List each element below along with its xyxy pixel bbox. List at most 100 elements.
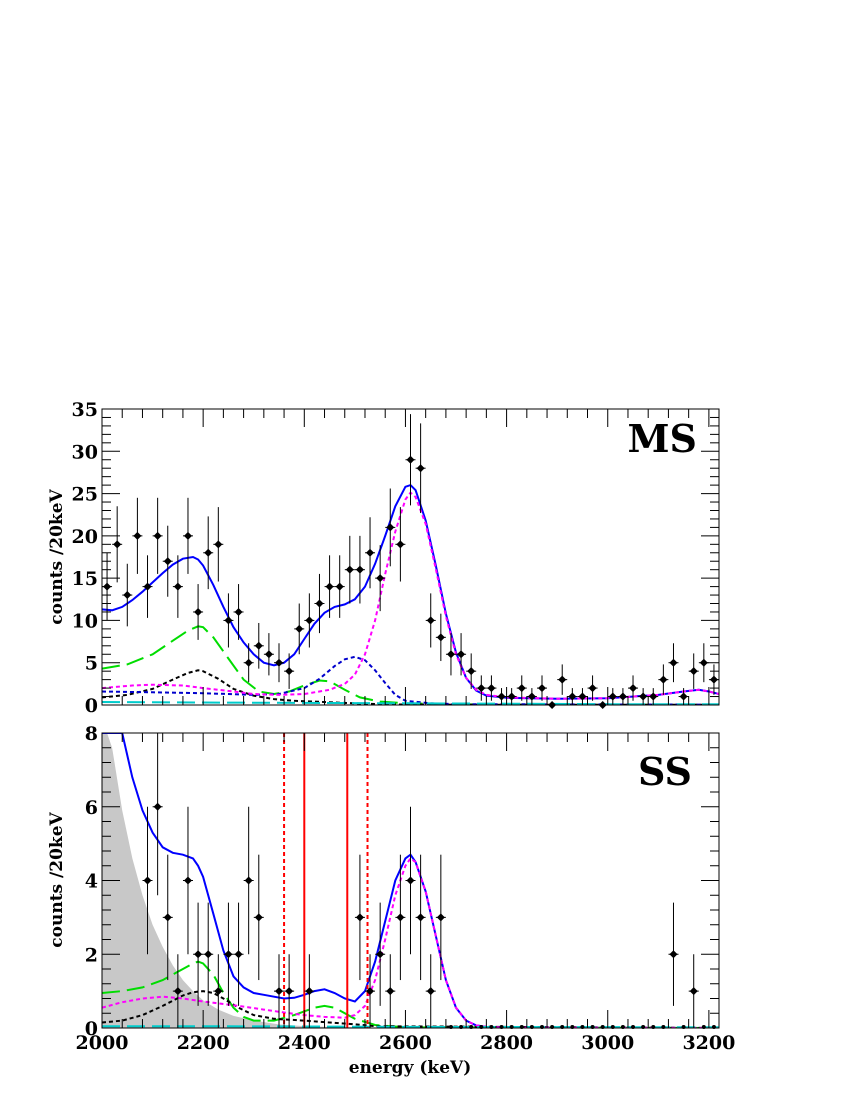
ms-y-tick-label: 5	[85, 653, 98, 675]
ms-data-point	[638, 688, 649, 705]
ss-x-tick-label: 3000	[581, 1032, 634, 1054]
ss-data-point	[243, 806, 254, 955]
ms-y-tick-label: 15	[72, 568, 98, 590]
ms-data-point	[668, 643, 679, 683]
ms-data-point	[688, 653, 699, 689]
x-axis-title: energy (keV)	[349, 1058, 472, 1078]
ms-data-point	[678, 688, 689, 705]
ss-y-tick-label: 4	[85, 871, 98, 893]
ms-data-point	[567, 688, 578, 705]
ss-x-tick-label: 3200	[682, 1032, 735, 1054]
ms-data-point	[233, 584, 244, 640]
ms-series-line-0	[102, 483, 719, 700]
ms-y-tick-label: 0	[85, 695, 98, 717]
ss-data-point	[274, 954, 285, 1028]
ms-data-point	[263, 633, 274, 676]
ss-data-point	[182, 806, 193, 955]
ms-data-point	[344, 535, 355, 604]
ms-data-point	[162, 525, 173, 597]
panel-ss: 0 2 4 6 8 2000 2200 2400 2600 2800 3000 3200 SS cou…	[47, 723, 735, 1078]
ms-data-point	[132, 497, 143, 574]
ms-data-point	[243, 643, 254, 683]
panel-ms: 0 5 10 15 20 25 30 35 MS counts /20keV	[47, 399, 720, 717]
ms-data-point	[425, 593, 436, 648]
ms-data-point	[405, 414, 416, 506]
ms-data-point	[496, 688, 507, 705]
ms-data-point	[506, 688, 517, 705]
ms-data-point	[314, 573, 325, 634]
ms-data-point	[152, 497, 163, 574]
ss-series-line-2	[102, 990, 719, 1028]
ss-data-point	[233, 902, 244, 1006]
ms-data-point	[334, 555, 345, 618]
ms-data-point	[445, 633, 456, 676]
ss-data-point	[152, 733, 163, 896]
ms-data-point	[324, 555, 335, 618]
ms-ylabel: counts /20keV	[47, 488, 67, 624]
ms-series-line-4	[102, 491, 719, 700]
ms-data-point	[112, 506, 123, 583]
ms-data-point	[274, 643, 285, 683]
ss-panel-label: SS	[638, 749, 692, 794]
ms-data-point	[577, 688, 588, 705]
ss-data-point	[415, 854, 426, 981]
ss-background-fill	[102, 733, 406, 1028]
ms-data-point	[536, 675, 547, 701]
ss-data-point	[213, 954, 224, 1028]
ms-axis-ticks: 0 5 10 15 20 25 30 35	[72, 399, 719, 717]
ms-data-point	[375, 545, 386, 612]
ss-data-point	[405, 806, 416, 955]
ms-data-point	[466, 653, 477, 689]
ms-data-point	[395, 507, 406, 582]
ss-y-tick-label: 8	[85, 723, 98, 745]
ms-data-point	[476, 675, 487, 701]
ms-data-point	[182, 497, 193, 574]
ss-data-point	[142, 806, 153, 955]
ss-data-point	[425, 954, 436, 1028]
ss-plot-area	[102, 733, 719, 1029]
ms-y-tick-label: 35	[72, 399, 98, 421]
ss-data-point	[354, 854, 365, 981]
ms-data-point	[658, 664, 669, 695]
ms-data-point	[354, 535, 365, 604]
ms-data-point	[253, 622, 264, 669]
ms-data-point	[193, 584, 204, 640]
ms-series-line-3	[102, 655, 719, 705]
ms-y-tick-label: 25	[72, 484, 98, 506]
ms-data-point	[172, 555, 183, 618]
ms-data-point	[213, 507, 224, 582]
ss-data-point	[668, 902, 679, 1006]
ss-x-tick-label: 2600	[379, 1032, 432, 1054]
ss-data-point	[172, 954, 183, 1028]
ss-data-point	[304, 954, 315, 1028]
ss-data-point	[253, 854, 264, 981]
ms-data-point	[142, 555, 153, 618]
ms-data-point	[607, 688, 618, 705]
ss-x-tick-label: 2400	[278, 1032, 331, 1054]
ss-data-point	[435, 854, 446, 981]
ms-data-point	[294, 603, 305, 655]
ss-y-tick-label: 0	[85, 1018, 98, 1040]
ss-x-tick-label: 2200	[177, 1032, 230, 1054]
ms-data-point	[526, 688, 537, 705]
ms-data-point	[486, 675, 497, 701]
ms-data-point	[385, 488, 396, 567]
ms-data-point	[587, 675, 598, 701]
ss-ylabel: counts /20keV	[47, 811, 67, 947]
ms-data-point	[365, 517, 376, 589]
ms-frame	[101, 408, 720, 706]
ms-data-point	[435, 613, 446, 662]
ss-data-point	[223, 902, 234, 1006]
ms-y-tick-label: 30	[72, 441, 98, 463]
ss-data-point	[162, 854, 173, 981]
ss-data-point	[385, 954, 396, 1028]
ss-data-point	[375, 902, 386, 1006]
ms-panel-label: MS	[627, 416, 697, 461]
ms-data-point	[203, 516, 214, 590]
ms-data-point	[304, 593, 315, 648]
ms-plot-area	[102, 414, 719, 709]
ss-data-point	[395, 854, 406, 981]
ms-data-point	[628, 675, 639, 701]
ms-y-tick-label: 10	[72, 610, 98, 632]
ss-x-tick-label: 2000	[76, 1032, 129, 1054]
